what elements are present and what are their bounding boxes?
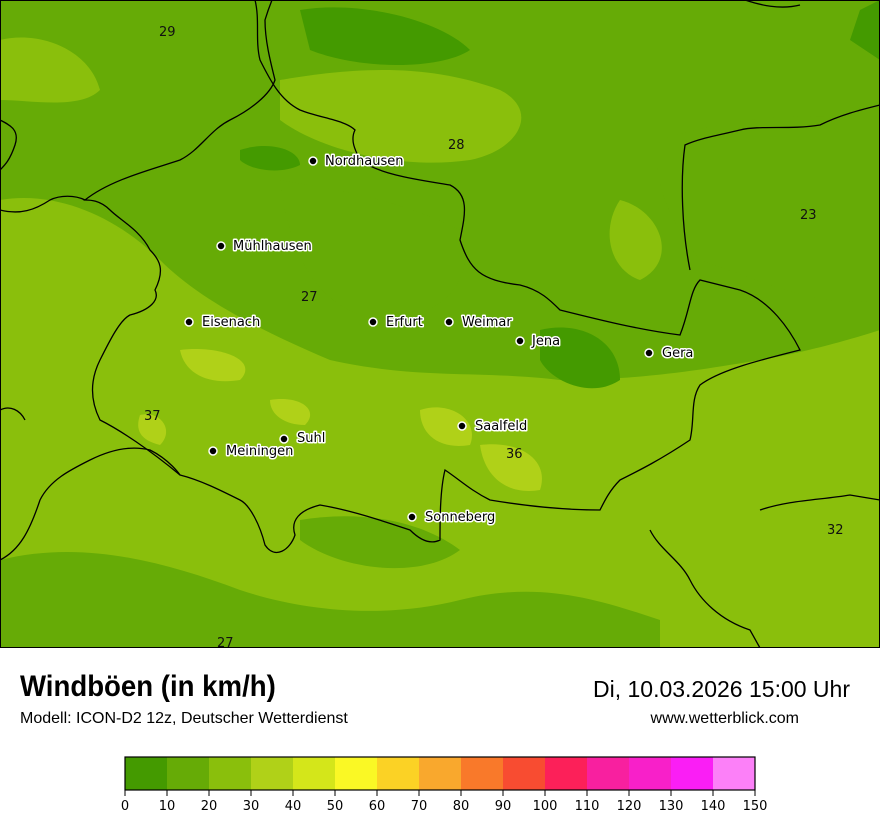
city-nordhausen[interactable]: Nordhausen [308, 153, 405, 171]
legend-tick-label: 30 [243, 799, 260, 814]
legend-swatch [587, 757, 630, 790]
max-value-label: 29 [159, 25, 176, 40]
legend-swatch [251, 757, 294, 790]
city-gera[interactable]: Gera [644, 345, 695, 363]
legend-frame [124, 756, 756, 791]
city-meiningen[interactable]: Meiningen [208, 443, 295, 461]
city-label: Sonneberg [425, 510, 495, 525]
legend-swatch [209, 757, 252, 790]
legend-swatches [125, 757, 756, 790]
wind-gust-map: Nordhausen Mühlhausen Eisenach Erfurt We… [0, 0, 880, 648]
legend-tick-label: 50 [327, 799, 344, 814]
legend-swatch [713, 757, 756, 790]
city-eisenach[interactable]: Eisenach [184, 314, 262, 332]
city-sonneberg[interactable]: Sonneberg [407, 509, 497, 527]
legend-swatch [377, 757, 420, 790]
city-label: Gera [662, 346, 693, 361]
legend-swatch [545, 757, 588, 790]
legend-swatch [125, 757, 168, 790]
max-value-label: 28 [448, 138, 465, 153]
legend-tick-label: 150 [743, 799, 768, 814]
legend-tick-label: 80 [453, 799, 470, 814]
model-source: Modell: ICON-D2 12z, Deutscher Wetterdie… [20, 710, 348, 727]
city-label: Saalfeld [475, 419, 527, 434]
legend-swatch [461, 757, 504, 790]
legend-tick-label: 110 [575, 799, 600, 814]
city-label: Jena [531, 334, 560, 349]
legend-swatch [503, 757, 546, 790]
legend-tick-label: 0 [121, 799, 129, 814]
city-label: Erfurt [386, 315, 423, 330]
legend-tick-label: 100 [533, 799, 558, 814]
legend-tick-label: 20 [201, 799, 218, 814]
legend-swatch [167, 757, 210, 790]
state-borders [0, 0, 880, 648]
wind-field-darkest [240, 0, 880, 389]
city-label: Eisenach [202, 315, 260, 330]
city-label: Mühlhausen [233, 239, 312, 254]
color-legend: 0 10 20 30 40 50 60 70 80 90 100 110 120 130 140 150 [121, 756, 768, 814]
legend-swatch [671, 757, 714, 790]
city-erfurt[interactable]: Erfurt [368, 314, 424, 332]
legend-tick-label: 130 [659, 799, 684, 814]
max-value-label: 23 [800, 208, 817, 223]
city-markers: Nordhausen Mühlhausen Eisenach Erfurt We… [184, 153, 695, 527]
max-value-label: 27 [217, 636, 234, 648]
legend-swatch [335, 757, 378, 790]
city-suhl[interactable]: Suhl [279, 430, 327, 448]
max-value-label: 32 [827, 523, 844, 538]
legend-ticks: 0 10 20 30 40 50 60 70 80 90 100 110 120 130 140 150 [121, 790, 768, 814]
legend-swatch [419, 757, 462, 790]
max-value-label: 37 [144, 409, 161, 424]
website-link[interactable]: www.wetterblick.com [650, 710, 799, 727]
legend-tick-label: 60 [369, 799, 386, 814]
map-title: Windböen (in km/h) [20, 670, 276, 703]
max-value-labels: 29 28 23 27 37 36 32 27 [144, 25, 844, 648]
city-label: Meiningen [226, 444, 293, 459]
wind-field-darker [0, 116, 880, 648]
city-jena[interactable]: Jena [515, 333, 562, 351]
max-value-label: 36 [506, 447, 523, 462]
city-label: Suhl [297, 431, 325, 446]
max-value-label: 27 [301, 290, 318, 305]
legend-tick-label: 120 [617, 799, 642, 814]
legend-tick-label: 10 [159, 799, 176, 814]
city-muehlhausen[interactable]: Mühlhausen [216, 238, 313, 256]
legend-tick-label: 70 [411, 799, 428, 814]
forecast-datetime: Di, 10.03.2026 15:00 Uhr [592, 676, 850, 702]
legend-swatch [293, 757, 336, 790]
legend-swatch [629, 757, 672, 790]
city-saalfeld[interactable]: Saalfeld [457, 418, 529, 436]
wind-field-light-patches [138, 349, 542, 491]
legend-tick-label: 140 [701, 799, 726, 814]
city-weimar[interactable]: Weimar [444, 314, 514, 332]
city-label: Nordhausen [325, 154, 404, 169]
legend-tick-label: 90 [495, 799, 512, 814]
legend-tick-label: 40 [285, 799, 302, 814]
city-label: Weimar [462, 315, 512, 330]
